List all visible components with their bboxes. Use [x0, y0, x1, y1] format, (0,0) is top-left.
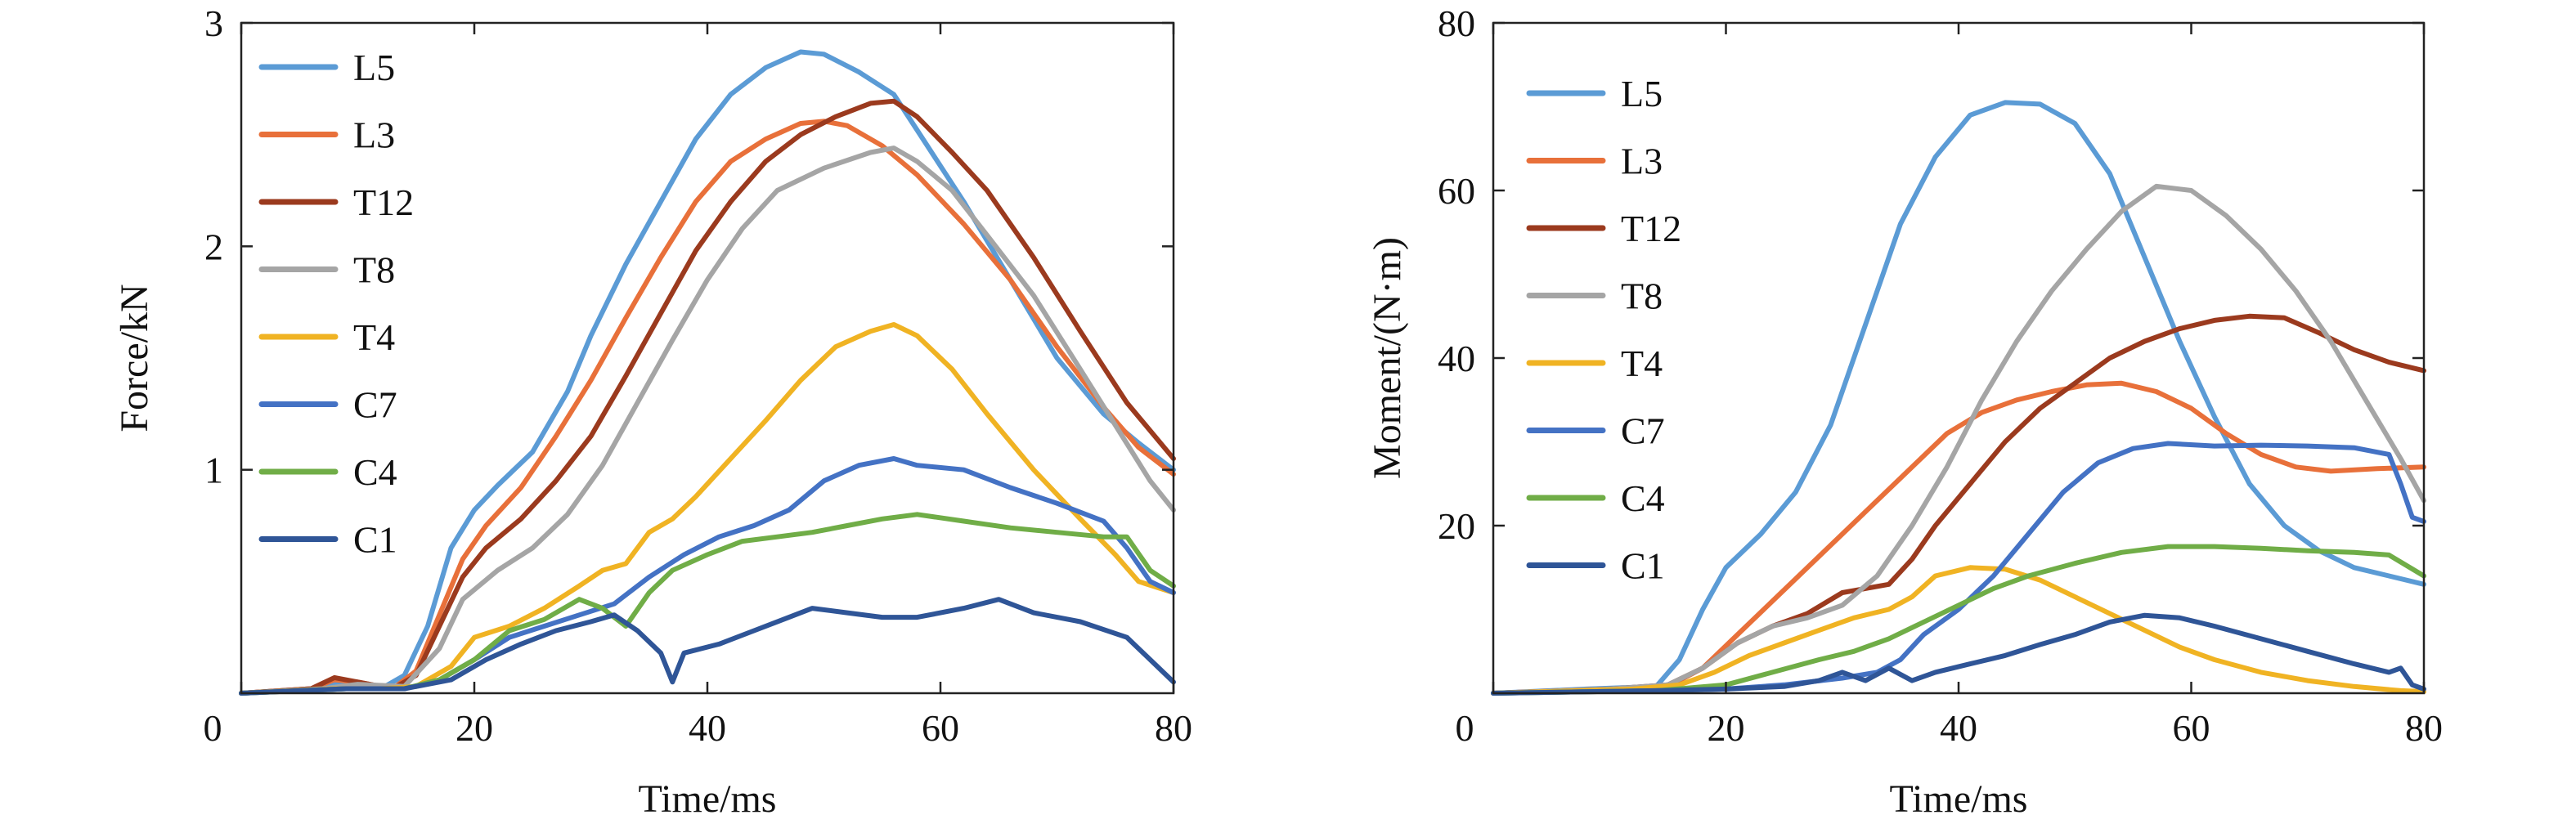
series-line-c4: [239, 512, 1176, 696]
series-line-c4: [1491, 544, 2426, 696]
y-tick-label: 40: [1438, 338, 1475, 379]
legend-label-l5: L5: [1621, 73, 1663, 114]
series-line-t4: [239, 322, 1176, 696]
y-tick-label: 80: [1438, 2, 1475, 44]
x-axis-title: Time/ms: [1890, 777, 2028, 821]
moment-chart: 0 20 40 60 80 20 40 60 80 Time/ms Moment/(N·m) L5 L3…: [1366, 2, 2443, 821]
series-line-l3: [1491, 380, 2426, 696]
x-tick-label: 40: [1940, 707, 1977, 749]
x-tick-label: 40: [689, 707, 726, 749]
legend-label-t4: T4: [353, 316, 395, 358]
legend-label-c4: C4: [1621, 477, 1665, 519]
legend-label-t4: T4: [1621, 343, 1663, 384]
legend-label-l5: L5: [353, 47, 395, 88]
x-tick-label: 20: [1708, 707, 1745, 749]
legend-label-t8: T8: [353, 249, 395, 291]
y-tick-label: 20: [1438, 505, 1475, 547]
series-line-l5: [239, 49, 1176, 696]
x-tick-label: 60: [2173, 707, 2210, 749]
series-line-t4: [1491, 565, 2426, 696]
legend-label-l3: L3: [353, 114, 395, 156]
legend-label-t8: T8: [1621, 275, 1663, 317]
series-line-t8: [1491, 183, 2426, 696]
legend-label-t12: T12: [353, 181, 414, 223]
x-tick-label: 80: [2405, 707, 2443, 749]
y-axis-title: Moment/(N·m): [1366, 237, 1409, 479]
y-tick-label: 1: [204, 450, 223, 491]
x-tick-label: 20: [456, 707, 493, 749]
x-axis-title: Time/ms: [639, 777, 777, 821]
y-axis-title: Force/kN: [113, 284, 156, 432]
series-line-t12: [239, 98, 1176, 696]
series-line-c7: [239, 456, 1176, 696]
legend-label-c7: C7: [1621, 410, 1665, 452]
series-line-c1: [1491, 612, 2426, 696]
series-line-t8: [239, 146, 1176, 696]
x-tick-label: 0: [204, 707, 222, 749]
y-tick-label: 60: [1438, 170, 1475, 212]
y-tick-label: 3: [204, 2, 223, 44]
legend-label-c4: C4: [353, 451, 397, 493]
legend-label-l3: L3: [1621, 141, 1663, 182]
legend-label-t12: T12: [1621, 208, 1681, 249]
legend-label-c1: C1: [1621, 545, 1665, 587]
series-line-l5: [1491, 100, 2426, 696]
x-tick-label: 60: [922, 707, 959, 749]
x-tick-label: 80: [1155, 707, 1192, 749]
force-chart: 0 20 40 60 80 1 2 3 Time/ms Force/kN L5 L3 T12 T8 T4 C7…: [113, 2, 1192, 821]
legend-label-c1: C1: [353, 519, 397, 561]
x-tick-label: 0: [1456, 707, 1474, 749]
legend-label-c7: C7: [353, 384, 397, 426]
series-line-c1: [239, 597, 1176, 696]
y-tick-label: 2: [204, 226, 223, 267]
